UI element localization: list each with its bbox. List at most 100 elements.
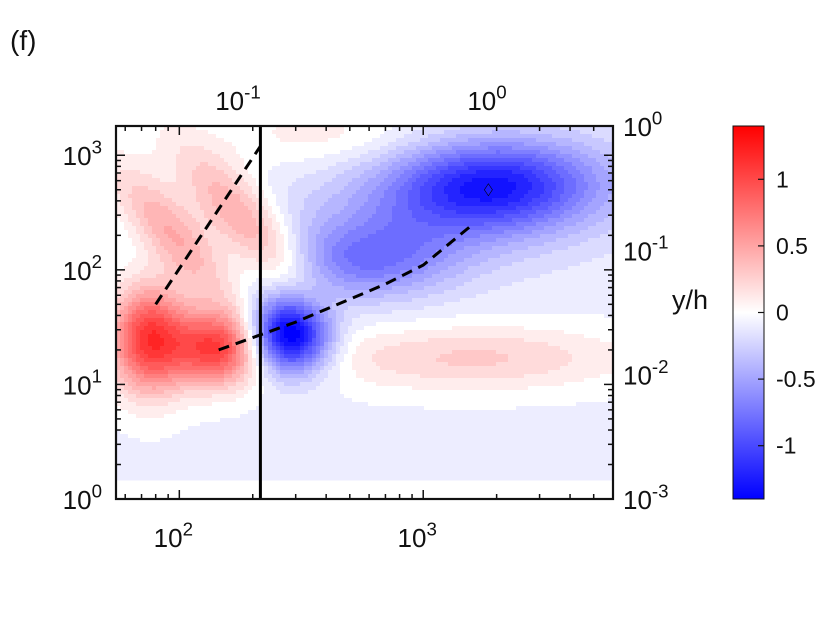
heatmap-cell [340, 134, 345, 139]
heatmap-cell [144, 142, 149, 147]
heatmap-cell [212, 210, 217, 215]
heatmap-cell [248, 178, 253, 183]
heatmap-cell [220, 134, 225, 139]
heatmap-cell [264, 134, 269, 139]
heatmap-cell [256, 226, 261, 231]
heatmap-cell [212, 238, 217, 243]
heatmap-cell [308, 230, 313, 235]
heatmap-cell [512, 238, 517, 243]
heatmap-cell [508, 126, 513, 131]
heatmap-cell [308, 178, 313, 183]
heatmap-cell [252, 174, 257, 179]
heatmap-cell [304, 126, 309, 131]
heatmap-cell [400, 246, 405, 251]
heatmap-cell [540, 206, 545, 211]
heatmap-cell [216, 274, 221, 279]
heatmap-cell [308, 162, 313, 167]
heatmap-cell [360, 130, 365, 135]
heatmap-cell [296, 226, 301, 231]
heatmap-cell [428, 214, 433, 219]
heatmap-cell [148, 138, 153, 143]
heatmap-cell [420, 138, 425, 143]
heatmap-cell [428, 134, 433, 139]
heatmap-cell [296, 238, 301, 243]
heatmap-cell [300, 162, 305, 167]
heatmap-cell [284, 278, 289, 283]
heatmap-cell [396, 254, 401, 259]
heatmap-cell [428, 170, 433, 175]
heatmap-cell [596, 126, 601, 131]
heatmap-cell [408, 282, 413, 287]
heatmap-cell [376, 222, 381, 227]
heatmap-cell [556, 242, 561, 247]
heatmap-cell [572, 246, 577, 251]
heatmap-cell [300, 142, 305, 147]
heatmap-cell [304, 274, 309, 279]
heatmap-cell [168, 218, 173, 223]
heatmap-cell [544, 202, 549, 207]
heatmap-cell [168, 166, 173, 171]
heatmap-cell [188, 214, 193, 219]
heatmap-cell [608, 206, 613, 211]
heatmap-cell [176, 258, 181, 263]
heatmap-cell [440, 134, 445, 139]
heatmap-cell [200, 198, 205, 203]
heatmap-cell [248, 126, 253, 131]
heatmap-cell [244, 186, 249, 191]
heatmap-cell [468, 230, 473, 235]
heatmap-cell [396, 162, 401, 167]
heatmap-cell [116, 162, 121, 167]
heatmap-cell [296, 150, 301, 155]
heatmap-cell [500, 242, 505, 247]
heatmap-cell [152, 154, 157, 159]
heatmap-cell [256, 258, 261, 263]
heatmap-cell [164, 166, 169, 171]
heatmap-cell [152, 262, 157, 267]
heatmap-cell [120, 146, 125, 151]
heatmap-cell [236, 242, 241, 247]
heatmap-cell [268, 186, 273, 191]
heatmap-cell [380, 238, 385, 243]
heatmap-cell [160, 218, 165, 223]
heatmap-cell [272, 186, 277, 191]
heatmap-cell [376, 162, 381, 167]
heatmap-cell [256, 134, 261, 139]
heatmap-cell [364, 230, 369, 235]
heatmap-cell [196, 254, 201, 259]
heatmap-cell [488, 218, 493, 223]
heatmap-cell [488, 242, 493, 247]
heatmap-cell [504, 282, 509, 287]
heatmap-cell [312, 194, 317, 199]
heatmap-cell [472, 194, 477, 199]
heatmap-cell [300, 194, 305, 199]
heatmap-cell [312, 282, 317, 287]
heatmap-cell [296, 194, 301, 199]
heatmap-cell [572, 142, 577, 147]
heatmap-cell [248, 130, 253, 135]
heatmap-cell [332, 242, 337, 247]
heatmap-cell [568, 158, 573, 163]
heatmap-cell [480, 226, 485, 231]
heatmap-cell [288, 258, 293, 263]
heatmap-cell [196, 166, 201, 171]
heatmap-cell [312, 158, 317, 163]
heatmap-cell [468, 142, 473, 147]
heatmap-cell [164, 202, 169, 207]
heatmap-cell [556, 270, 561, 275]
heatmap-cell [488, 206, 493, 211]
heatmap-cell [508, 174, 513, 179]
heatmap-cell [488, 230, 493, 235]
heatmap-cell [280, 150, 285, 155]
heatmap-cell [484, 138, 489, 143]
heatmap-cell [284, 270, 289, 275]
heatmap-cell [232, 202, 237, 207]
heatmap-cell [136, 266, 141, 271]
heatmap-cell [392, 234, 397, 239]
heatmap-cell [280, 206, 285, 211]
heatmap-cell [304, 210, 309, 215]
heatmap-cell [180, 182, 185, 187]
heatmap-cell [472, 166, 477, 171]
heatmap-cell [124, 210, 129, 215]
heatmap-cell [172, 130, 177, 135]
heatmap-cell [516, 146, 521, 151]
